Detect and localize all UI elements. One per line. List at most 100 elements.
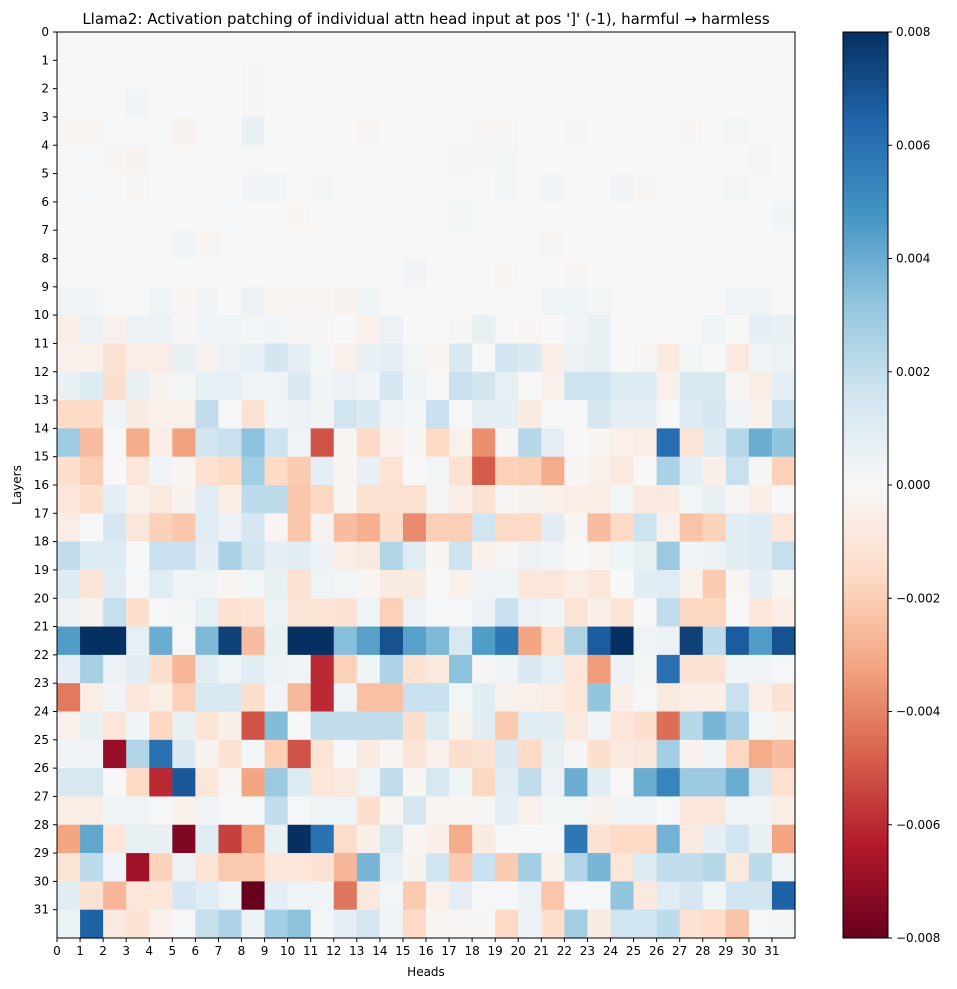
colorbar-tick-label: 0.006	[896, 138, 930, 152]
heatmap-cell	[80, 428, 104, 458]
heatmap-cell	[541, 456, 565, 486]
heatmap-cell	[218, 683, 243, 713]
heatmap-cell	[633, 456, 658, 486]
heatmap-cell	[495, 88, 519, 118]
heatmap-cell	[610, 654, 635, 684]
heatmap-cell	[587, 315, 612, 345]
heatmap-cell	[449, 145, 473, 175]
y-axis-label: Layers	[10, 465, 24, 505]
heatmap-cell	[103, 768, 127, 798]
heatmap-cell	[633, 654, 658, 684]
heatmap-cell	[426, 881, 450, 911]
heatmap-cell	[287, 258, 312, 288]
heatmap-cell	[287, 909, 312, 939]
heatmap-cell	[172, 824, 196, 854]
heatmap-cell	[610, 626, 635, 656]
heatmap-cell	[426, 400, 450, 429]
heatmap-cell	[264, 626, 289, 656]
heatmap-cell	[633, 371, 658, 401]
heatmap-cell	[287, 88, 312, 118]
y-tick-label: 14	[34, 421, 49, 435]
heatmap-cell	[218, 371, 243, 401]
heatmap-cell	[495, 400, 519, 429]
heatmap-cell	[656, 824, 681, 854]
heatmap-cell	[541, 796, 565, 826]
heatmap-cell	[241, 173, 266, 203]
heatmap-cell	[57, 315, 81, 345]
heatmap-cell	[241, 541, 266, 571]
heatmap-cell	[218, 824, 243, 854]
heatmap-cell	[449, 541, 473, 571]
heatmap-cell	[172, 513, 196, 543]
heatmap-cell	[449, 796, 473, 826]
heatmap-cell	[587, 541, 612, 571]
heatmap-cell	[333, 428, 358, 458]
heatmap-cell	[518, 145, 542, 175]
heatmap-cell	[725, 456, 750, 486]
heatmap-cell	[656, 909, 681, 939]
heatmap-cell	[195, 739, 220, 769]
heatmap-cell	[356, 315, 381, 345]
heatmap-cell	[656, 768, 681, 798]
heatmap-cell	[564, 824, 589, 854]
heatmap-cell	[356, 569, 381, 599]
heatmap-cell	[472, 711, 496, 741]
heatmap-cell	[287, 456, 312, 486]
heatmap-cell	[564, 286, 589, 316]
heatmap-cell	[587, 739, 612, 769]
heatmap-cell	[195, 400, 220, 429]
heatmap-cell	[633, 258, 658, 288]
heatmap-cell	[472, 853, 496, 882]
heatmap-cell	[541, 428, 565, 458]
heatmap-cell	[610, 569, 635, 599]
x-tick-label: 11	[303, 944, 318, 958]
x-tick-label: 18	[464, 944, 479, 958]
x-tick-label: 26	[649, 944, 664, 958]
heatmap-cell	[495, 258, 519, 288]
heatmap-cell	[702, 768, 727, 798]
heatmap-cell	[356, 145, 381, 175]
heatmap-cell	[564, 60, 589, 90]
heatmap-cell	[656, 428, 681, 458]
heatmap-cell	[241, 824, 266, 854]
heatmap-cell	[333, 88, 358, 118]
x-tick-label: 14	[372, 944, 387, 958]
heatmap-cell	[495, 456, 519, 486]
heatmap-cell	[57, 456, 81, 486]
heatmap-cell	[195, 683, 220, 713]
heatmap-cell	[702, 258, 727, 288]
heatmap-cell	[195, 201, 220, 231]
heatmap-cell	[333, 739, 358, 769]
heatmap-cell	[379, 371, 404, 401]
heatmap-cell	[310, 145, 335, 175]
heatmap-cell	[379, 201, 404, 231]
heatmap-cell	[103, 428, 127, 458]
heatmap-cell	[218, 428, 243, 458]
x-tick-label: 21	[534, 944, 549, 958]
heatmap-cell	[103, 258, 127, 288]
heatmap-cell	[679, 711, 704, 741]
heatmap-cell	[264, 485, 289, 514]
heatmap-cell	[771, 88, 796, 118]
heatmap-cell	[379, 428, 404, 458]
heatmap-cell	[172, 173, 196, 203]
heatmap-cell	[310, 32, 335, 61]
x-tick-label: 23	[580, 944, 595, 958]
heatmap-cell	[472, 626, 496, 656]
heatmap-cell	[149, 428, 173, 458]
heatmap-cell	[587, 201, 612, 231]
heatmap-cell	[679, 88, 704, 118]
heatmap-cell	[541, 258, 565, 288]
heatmap-cell	[633, 824, 658, 854]
heatmap-cell	[310, 485, 335, 514]
heatmap-cell	[656, 626, 681, 656]
heatmap-cell	[218, 881, 243, 911]
heatmap-cell	[195, 541, 220, 571]
heatmap-cell	[725, 60, 750, 90]
heatmap-cell	[518, 654, 542, 684]
heatmap-cell	[656, 286, 681, 316]
heatmap-cell	[702, 796, 727, 826]
heatmap-cell	[702, 230, 727, 260]
heatmap-cell	[103, 796, 127, 826]
heatmap-cell	[379, 88, 404, 118]
